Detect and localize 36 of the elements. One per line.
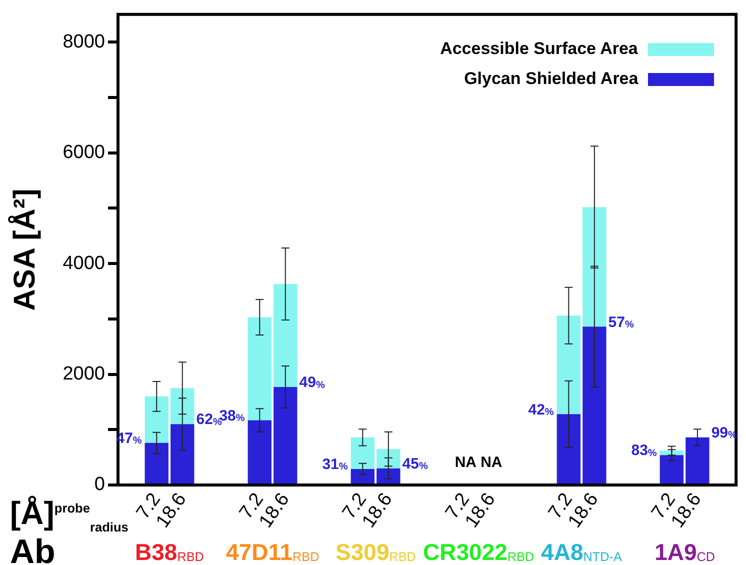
y-tick-label: 0 <box>94 474 105 496</box>
annotation: 57% <box>608 314 634 331</box>
annotation: NA <box>480 454 502 472</box>
annotation: 31% <box>322 456 348 474</box>
bar <box>376 468 400 484</box>
bar <box>556 414 581 484</box>
bar <box>660 455 684 484</box>
annotation: NA <box>454 454 477 472</box>
bar <box>582 207 606 327</box>
bar <box>144 442 168 484</box>
bar <box>686 437 710 484</box>
annotation: 42% <box>528 401 554 418</box>
bar <box>660 450 684 456</box>
annotation: 49% <box>299 374 325 392</box>
legend-label: Glycan Shielded Area <box>464 69 638 90</box>
text: Ab <box>10 533 56 565</box>
bar <box>376 449 400 468</box>
bar <box>350 468 374 484</box>
bar <box>248 317 272 420</box>
annotation: 45% <box>402 456 428 473</box>
bar <box>144 396 168 443</box>
legend-label: Accessible Surface Area <box>440 39 638 60</box>
y-tick-label: 6000 <box>62 142 105 164</box>
bar <box>274 387 298 484</box>
bar <box>582 326 606 484</box>
bar <box>350 437 374 469</box>
y-tick-label: 2000 <box>62 364 105 385</box>
y-tick-label: 4000 <box>62 252 105 274</box>
bar <box>556 316 581 414</box>
annotation: 83% <box>631 442 657 460</box>
bar <box>170 388 194 424</box>
bar <box>248 420 272 484</box>
bar <box>170 424 194 484</box>
y-axis-title: ASA [Å²] <box>7 188 42 311</box>
y-tick-label: 8000 <box>62 31 105 52</box>
bar <box>274 284 298 388</box>
